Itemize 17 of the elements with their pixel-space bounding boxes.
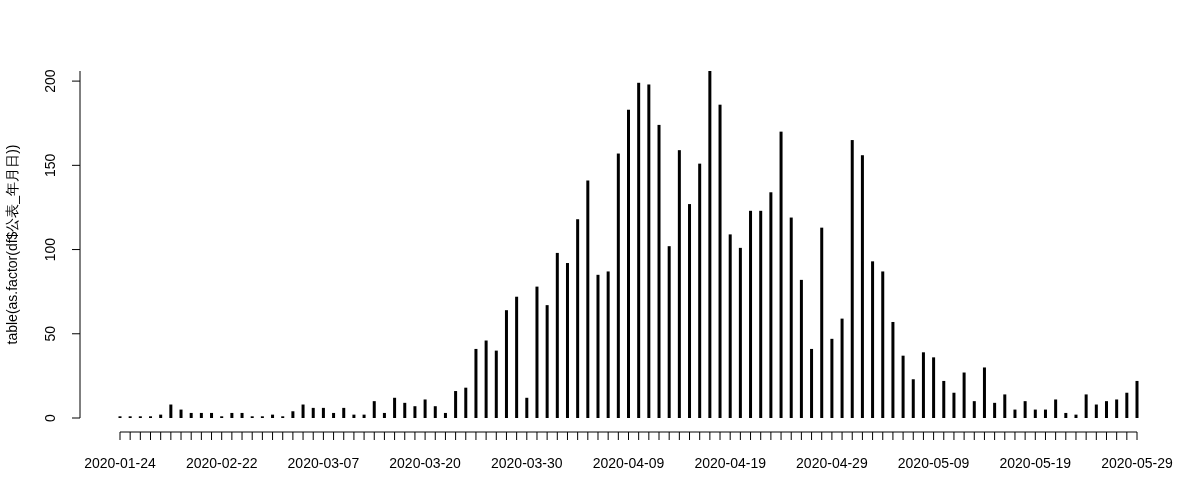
x-tick-label: 2020-04-09 (592, 455, 665, 471)
x-tick-label: 2020-03-07 (287, 455, 360, 471)
x-tick-label: 2020-02-22 (185, 455, 258, 471)
y-tick-label: 100 (42, 237, 58, 262)
x-tick-label: 2020-05-09 (897, 455, 970, 471)
x-tick-label: 2020-01-24 (84, 455, 157, 471)
y-axis-title: table(as.factor(df$公表_年月日)) (4, 144, 20, 345)
x-tick-label: 2020-04-29 (796, 455, 868, 471)
x-tick-label: 2020-03-30 (490, 455, 563, 471)
x-tick-label: 2020-05-29 (1101, 455, 1174, 471)
y-tick-label: 200 (42, 69, 58, 93)
x-tick-label: 2020-03-20 (389, 455, 462, 471)
y-tick-label: 150 (42, 153, 58, 178)
x-tick-label: 2020-05-19 (999, 455, 1072, 471)
x-tick-label: 2020-04-19 (694, 455, 767, 471)
y-tick-label: 50 (42, 325, 58, 342)
y-tick-label: 0 (42, 413, 58, 422)
